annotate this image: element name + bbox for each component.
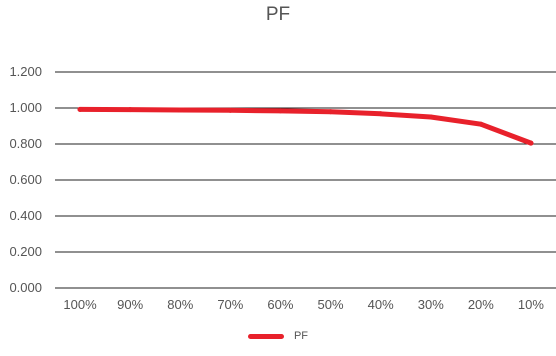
x-tick-labels: 100% 90% 80% 70% 60% 50% 40% 30% 20% 10%	[63, 297, 544, 312]
series-line-pf	[77, 106, 534, 146]
y-tick-labels: 0.000 0.200 0.400 0.600 0.800 1.000 1.200	[9, 64, 42, 295]
y-tick-label: 0.600	[9, 172, 42, 187]
x-tick-label: 90%	[117, 297, 143, 312]
chart-title: PF	[265, 4, 291, 25]
data-point	[127, 107, 133, 113]
data-point	[227, 107, 233, 113]
y-tick-label: 0.800	[9, 136, 42, 151]
x-tick-label: 60%	[267, 297, 293, 312]
x-tick-label: 50%	[318, 297, 344, 312]
series-layer	[77, 106, 534, 146]
data-point	[277, 108, 283, 114]
y-tick-label: 0.000	[9, 280, 42, 295]
data-point	[177, 107, 183, 113]
gridlines	[55, 71, 556, 289]
legend: PF	[0, 330, 556, 342]
y-tick-label: 0.200	[9, 244, 42, 259]
x-tick-label: 80%	[167, 297, 193, 312]
data-point	[478, 121, 484, 127]
x-tick-label: 100%	[63, 297, 97, 312]
y-tick-label: 1.200	[9, 64, 42, 79]
data-point	[378, 111, 384, 117]
data-point	[77, 106, 83, 112]
legend-swatch	[247, 333, 284, 339]
x-tick-label: 40%	[368, 297, 394, 312]
x-tick-label: 70%	[217, 297, 243, 312]
y-tick-label: 0.400	[9, 208, 42, 223]
y-tick-label: 1.000	[9, 100, 42, 115]
data-point	[328, 109, 334, 115]
data-point	[528, 140, 534, 146]
x-tick-label: 20%	[468, 297, 494, 312]
x-tick-label: 10%	[518, 297, 544, 312]
data-point	[428, 114, 434, 120]
x-tick-label: 30%	[418, 297, 444, 312]
legend-label: PF	[293, 330, 309, 342]
